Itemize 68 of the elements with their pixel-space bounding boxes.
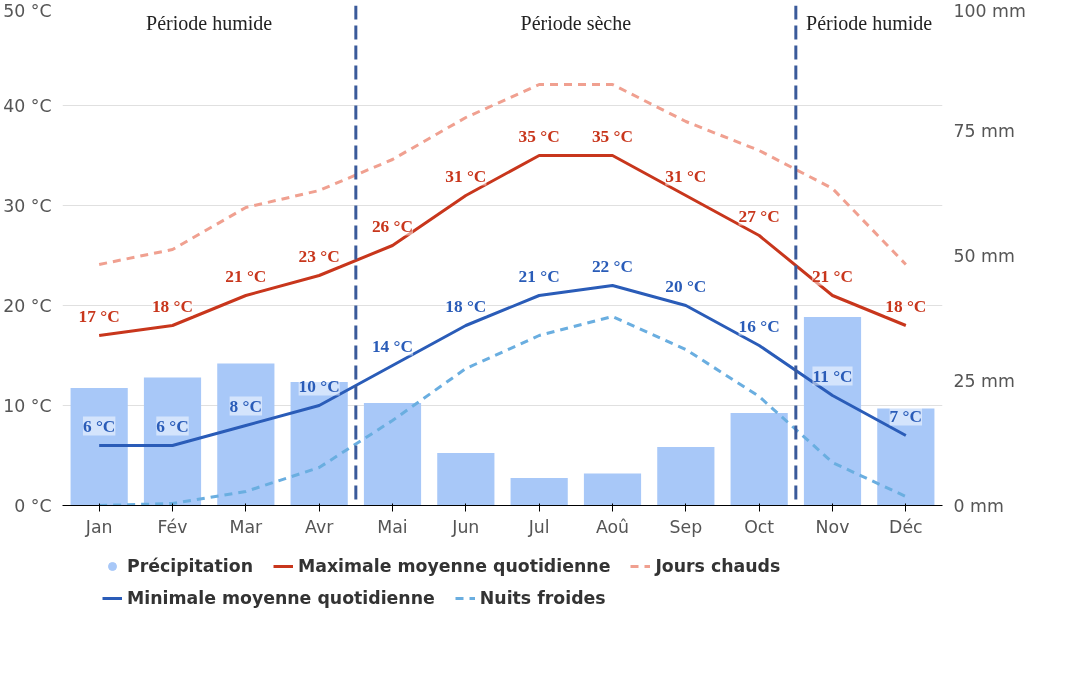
y2-tick-label: 75 mm	[953, 120, 1015, 141]
bar	[803, 317, 862, 506]
x-tick-label: Jan	[84, 516, 113, 537]
annotation: Période humide	[806, 12, 933, 34]
data-label: 31 °C	[445, 166, 487, 186]
data-label: 18 °C	[885, 296, 927, 316]
y2-tick-label: 100 mm	[953, 0, 1026, 21]
data-label: 10 °C	[298, 376, 340, 396]
x-tick-label: Mar	[229, 516, 264, 537]
legend-label: Maximale moyenne quotidienne	[298, 556, 611, 576]
y2-tick-label: 50 mm	[953, 245, 1015, 266]
y-tick-label: 20 °C	[3, 295, 52, 316]
x-tick-label: Fév	[157, 516, 188, 537]
y-tick-label: 30 °C	[3, 195, 52, 216]
legend-label: Précipitation	[127, 556, 253, 576]
bar	[583, 473, 642, 506]
x-tick-label: Mai	[377, 516, 408, 537]
data-label: 20 °C	[665, 276, 707, 296]
bar	[657, 447, 715, 506]
bar	[70, 388, 128, 506]
bar	[730, 413, 788, 506]
data-label: 14 °C	[371, 336, 414, 356]
annotation: Période humide	[146, 12, 273, 34]
data-label: 18 °C	[445, 296, 487, 316]
data-label: 21 °C	[811, 266, 854, 286]
annotation: Période sèche	[520, 12, 632, 34]
x-tick-label: Avr	[305, 516, 335, 537]
x-tick-label: Aoû	[595, 516, 630, 537]
legend-label: Minimale moyenne quotidienne	[127, 588, 435, 608]
x-tick-label: Nov	[815, 516, 850, 537]
x-tick-label: Sep	[669, 516, 703, 537]
y-tick-label: 50 °C	[3, 0, 52, 21]
data-label: 23 °C	[298, 246, 340, 266]
legend-label: Nuits froides	[479, 588, 606, 608]
bar	[290, 382, 348, 506]
bar	[510, 478, 568, 506]
data-label: 17 °C	[78, 306, 120, 326]
data-label: 35 °C	[591, 126, 634, 146]
y-tick-label: 10 °C	[3, 395, 52, 416]
data-label: 31 °C	[665, 166, 707, 186]
data-label: 6 °C	[82, 416, 116, 436]
y2-tick-label: 25 mm	[953, 370, 1015, 391]
x-tick-label: Jul	[527, 516, 550, 537]
data-label: 27 °C	[738, 206, 780, 226]
data-label: 35 °C	[518, 126, 560, 146]
data-label: 21 °C	[518, 266, 560, 286]
line-series	[97, 154, 908, 337]
data-label: 7 °C	[889, 406, 923, 426]
bar	[437, 453, 495, 506]
data-label: 11 °C	[812, 366, 853, 386]
x-tick-label: Déc	[889, 516, 923, 537]
y2-tick-label: 0 mm	[953, 495, 1004, 516]
bar	[877, 408, 935, 506]
data-label: 18 °C	[151, 296, 194, 316]
x-tick-label: Oct	[744, 516, 775, 537]
bar	[363, 403, 422, 506]
y-tick-label: 40 °C	[3, 95, 52, 116]
data-label: 6 °C	[156, 416, 189, 436]
data-label: 22 °C	[591, 256, 634, 276]
bar	[143, 377, 202, 506]
data-label: 8 °C	[229, 396, 263, 416]
bar	[217, 363, 275, 506]
x-tick-label: Jun	[451, 516, 480, 537]
data-label: 21 °C	[225, 266, 267, 286]
data-label: 16 °C	[738, 316, 780, 336]
data-label: 26 °C	[371, 216, 414, 236]
legend-label: Jours chauds	[655, 556, 781, 576]
y-tick-label: 0 °C	[14, 495, 52, 516]
